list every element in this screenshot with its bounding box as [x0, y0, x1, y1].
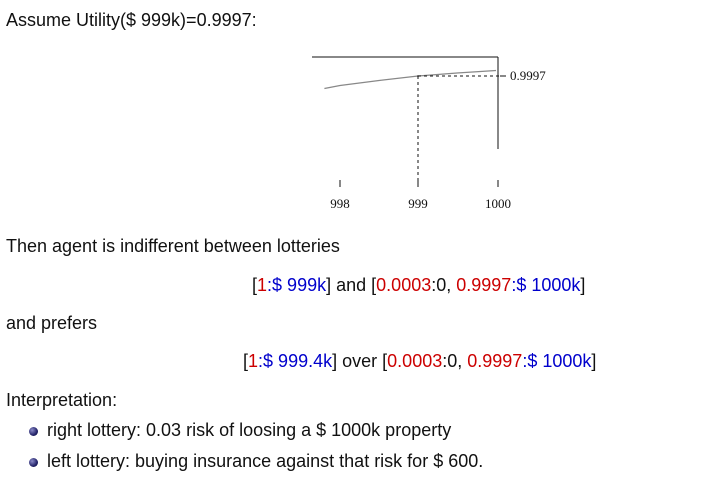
prefers-text: and prefers: [6, 313, 98, 333]
outcome: $ 999.4k: [263, 351, 333, 371]
outcome: $ 1000k: [516, 275, 581, 295]
bracket: [: [371, 275, 377, 295]
colon: :: [267, 275, 273, 295]
bullet-item-left-lottery: left lottery: buying insurance against t…: [47, 451, 484, 471]
zero-outcome: :0,: [442, 351, 468, 371]
utility-plot: 0.9997 998 999 1000: [312, 56, 546, 211]
probability: 0.0003: [387, 351, 443, 371]
utility-curve-series-0: [324, 69, 497, 90]
indifferent-text: Then agent is indifferent between lotter…: [6, 236, 340, 256]
outcome: $ 1000k: [527, 351, 592, 371]
lottery-comparison-2: [1:$ 999.4k] over [0.0003:0, 0.9997:$ 10…: [243, 351, 596, 372]
heading: Assume Utility($ 999k)=0.9997:: [6, 10, 257, 30]
probability: 0.0003: [376, 275, 432, 295]
x-tick-label-1000: 1000: [485, 196, 511, 211]
x-tick-label-998: 998: [330, 196, 350, 211]
bracket: ]: [332, 351, 338, 371]
lottery-comparison-1: [1:$ 999k] and [0.0003:0, 0.9997:$ 1000k…: [252, 275, 585, 296]
interpretation-title: Interpretation:: [6, 390, 118, 410]
bracket: ]: [591, 351, 597, 371]
colon: :: [511, 275, 517, 295]
zero-outcome: :0,: [431, 275, 457, 295]
probability: 1: [248, 351, 259, 371]
y-marker-label: 0.9997: [510, 68, 546, 83]
x-tick-label-999: 999: [408, 196, 428, 211]
series-group: [324, 69, 497, 90]
probability: 1: [257, 275, 268, 295]
connector-word: and: [331, 275, 372, 295]
connector-word: over: [337, 351, 383, 371]
bracket: [: [252, 275, 258, 295]
colon: :: [522, 351, 528, 371]
probability: 0.9997: [467, 351, 523, 371]
bullet-item-right-lottery: right lottery: 0.03 risk of loosing a $ …: [47, 420, 452, 440]
colon: :: [258, 351, 264, 371]
probability: 0.9997: [456, 275, 512, 295]
bullet-icon: [29, 427, 38, 436]
outcome: $ 999k: [272, 275, 327, 295]
bracket: ]: [580, 275, 586, 295]
bracket: [: [382, 351, 388, 371]
bracket: ]: [326, 275, 332, 295]
bullet-icon: [29, 458, 38, 467]
bracket: [: [243, 351, 249, 371]
